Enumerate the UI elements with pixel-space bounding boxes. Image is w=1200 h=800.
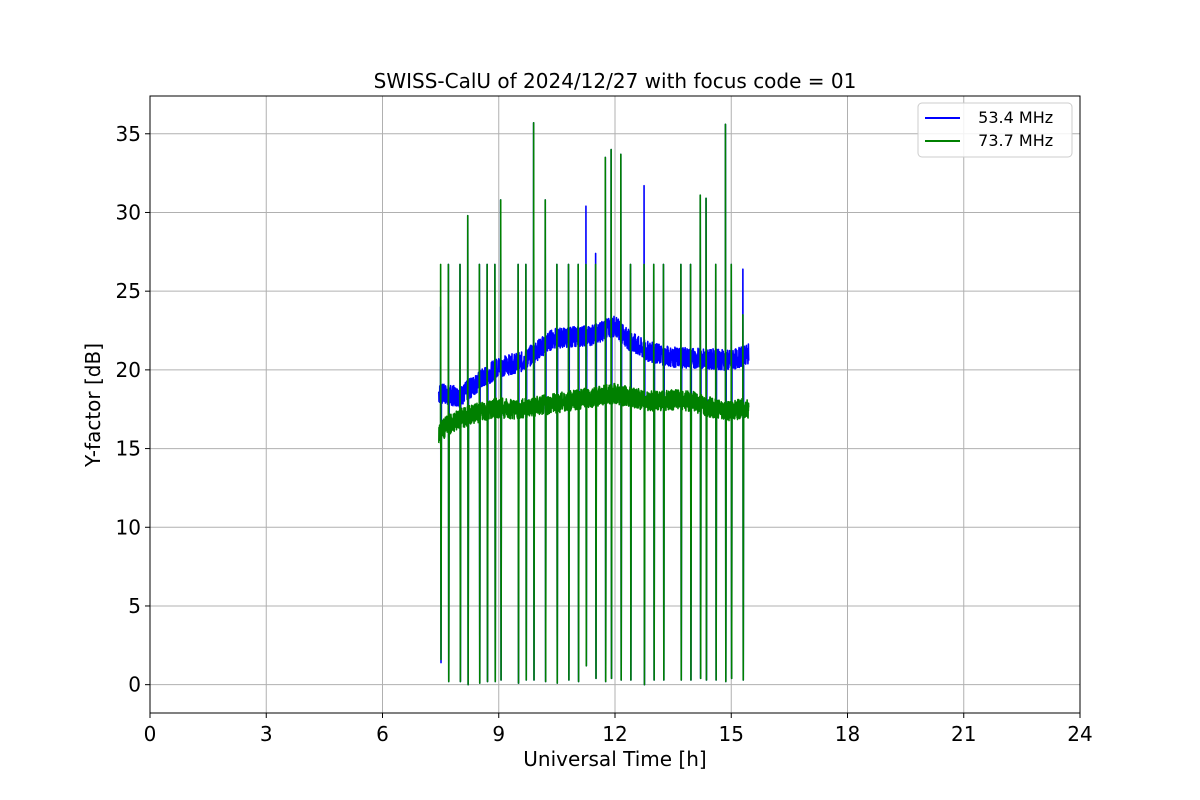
plot-area (437, 121, 750, 686)
x-tick-label: 15 (719, 722, 744, 746)
x-tick-label: 3 (260, 722, 273, 746)
x-axis-label: Universal Time [h] (523, 747, 706, 771)
legend-box (917, 102, 1073, 158)
y-tick-label: 30 (116, 200, 141, 224)
x-tick-label: 6 (376, 722, 389, 746)
legend-entry-53-4: 53.4 MHz (968, 108, 1053, 127)
legend-entry-73-7: 73.7 MHz (968, 131, 1053, 150)
y-axis-label: Y-factor [dB] (81, 343, 105, 468)
x-tick-label: 12 (602, 722, 627, 746)
chart-title: SWISS-CalU of 2024/12/27 with focus code… (374, 69, 857, 93)
y-tick-label: 5 (128, 594, 141, 618)
y-axis: 0 5 10 15 20 25 30 35 (116, 122, 150, 697)
series-line-0 (437, 121, 750, 686)
x-axis: 0 3 6 9 12 15 18 21 24 (144, 713, 1093, 746)
y-tick-label: 0 (128, 673, 141, 697)
x-tick-label: 24 (1067, 722, 1092, 746)
y-tick-label: 25 (116, 279, 141, 303)
y-tick-label: 20 (116, 358, 141, 382)
series-0 (437, 121, 750, 686)
series-1 (437, 121, 750, 686)
y-tick-label: 35 (116, 122, 141, 146)
x-tick-label: 9 (492, 722, 505, 746)
x-tick-label: 21 (951, 722, 976, 746)
x-tick-label: 18 (835, 722, 860, 746)
y-tick-label: 15 (116, 437, 141, 461)
y-tick-label: 10 (116, 515, 141, 539)
legend: 53.4 MHz 73.7 MHz (917, 102, 1073, 158)
x-tick-label: 0 (144, 722, 157, 746)
series-line-1 (437, 121, 750, 686)
